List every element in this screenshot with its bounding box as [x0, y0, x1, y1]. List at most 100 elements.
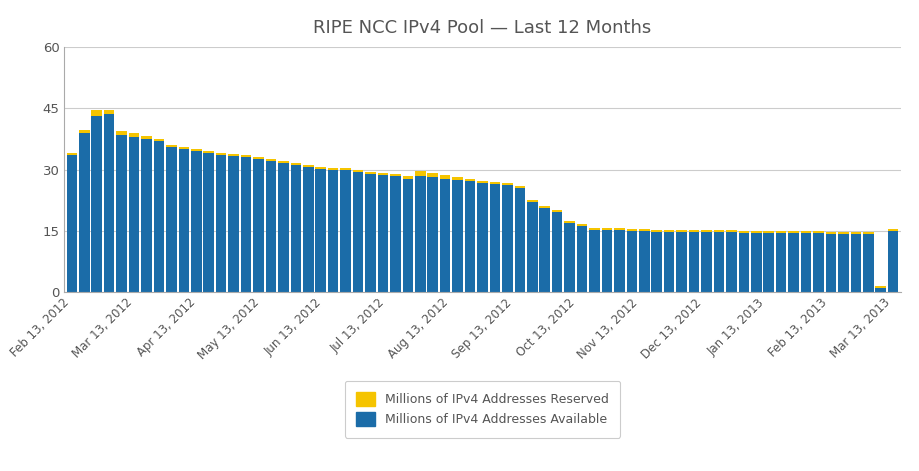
Bar: [303, 167, 313, 292]
Title: RIPE NCC IPv4 Pool — Last 12 Months: RIPE NCC IPv4 Pool — Last 12 Months: [313, 19, 652, 37]
Bar: [813, 231, 823, 233]
Bar: [551, 211, 562, 212]
Bar: [515, 188, 525, 292]
Bar: [266, 159, 277, 162]
Bar: [340, 171, 351, 292]
Bar: [427, 173, 438, 177]
Bar: [315, 167, 326, 169]
Bar: [66, 153, 77, 155]
Bar: [539, 208, 550, 292]
Bar: [153, 141, 165, 292]
Bar: [776, 231, 787, 233]
Bar: [216, 153, 226, 155]
Bar: [714, 232, 724, 292]
Bar: [876, 288, 886, 292]
Bar: [888, 231, 899, 292]
Bar: [577, 224, 587, 226]
Bar: [688, 229, 699, 232]
Bar: [340, 168, 351, 171]
Bar: [602, 230, 612, 292]
Bar: [564, 223, 575, 292]
Bar: [614, 230, 625, 292]
Bar: [490, 184, 500, 292]
Bar: [664, 232, 675, 292]
Bar: [751, 231, 762, 233]
Bar: [79, 130, 89, 133]
Bar: [515, 186, 525, 188]
Bar: [739, 231, 749, 233]
Bar: [203, 151, 214, 153]
Bar: [764, 233, 774, 292]
Bar: [166, 147, 176, 292]
Bar: [838, 234, 848, 292]
Bar: [91, 110, 102, 116]
Bar: [664, 229, 675, 232]
Bar: [104, 110, 115, 114]
Bar: [477, 183, 488, 292]
Bar: [800, 231, 811, 233]
Bar: [129, 137, 140, 292]
Bar: [764, 231, 774, 233]
Bar: [477, 180, 488, 183]
Bar: [577, 226, 587, 292]
Bar: [789, 231, 799, 233]
Bar: [415, 176, 425, 292]
Bar: [278, 162, 289, 163]
Bar: [403, 179, 414, 292]
Bar: [676, 232, 686, 292]
Bar: [502, 185, 513, 292]
Bar: [452, 180, 463, 292]
Bar: [166, 145, 176, 147]
Bar: [627, 231, 637, 292]
Bar: [800, 233, 811, 292]
Bar: [465, 181, 475, 292]
Bar: [104, 114, 115, 292]
Bar: [403, 177, 414, 179]
Bar: [290, 163, 301, 165]
Bar: [726, 232, 737, 292]
Bar: [216, 155, 226, 292]
Bar: [241, 157, 251, 292]
Bar: [627, 229, 637, 231]
Bar: [652, 232, 662, 292]
Bar: [117, 135, 127, 292]
Bar: [452, 177, 463, 180]
Bar: [701, 232, 712, 292]
Bar: [876, 286, 886, 288]
Bar: [266, 162, 277, 292]
Bar: [278, 163, 289, 292]
Bar: [527, 202, 538, 292]
Bar: [203, 153, 214, 292]
Bar: [589, 229, 600, 292]
Bar: [378, 173, 388, 175]
Bar: [328, 170, 338, 292]
Legend: Millions of IPv4 Addresses Reserved, Millions of IPv4 Addresses Available: Millions of IPv4 Addresses Reserved, Mil…: [345, 381, 620, 438]
Bar: [863, 234, 874, 292]
Bar: [178, 147, 189, 149]
Bar: [353, 170, 363, 172]
Bar: [142, 139, 152, 292]
Bar: [652, 229, 662, 232]
Bar: [241, 155, 251, 157]
Bar: [415, 171, 425, 176]
Bar: [153, 138, 165, 141]
Bar: [191, 151, 201, 292]
Bar: [688, 232, 699, 292]
Bar: [825, 232, 836, 234]
Bar: [390, 177, 401, 292]
Bar: [739, 233, 749, 292]
Bar: [776, 233, 787, 292]
Bar: [751, 233, 762, 292]
Bar: [813, 233, 823, 292]
Bar: [365, 171, 376, 174]
Bar: [825, 234, 836, 292]
Bar: [551, 212, 562, 292]
Bar: [602, 228, 612, 230]
Bar: [850, 234, 861, 292]
Bar: [714, 230, 724, 232]
Bar: [315, 169, 326, 292]
Bar: [365, 174, 376, 292]
Bar: [676, 229, 686, 232]
Bar: [850, 232, 861, 234]
Bar: [639, 231, 650, 292]
